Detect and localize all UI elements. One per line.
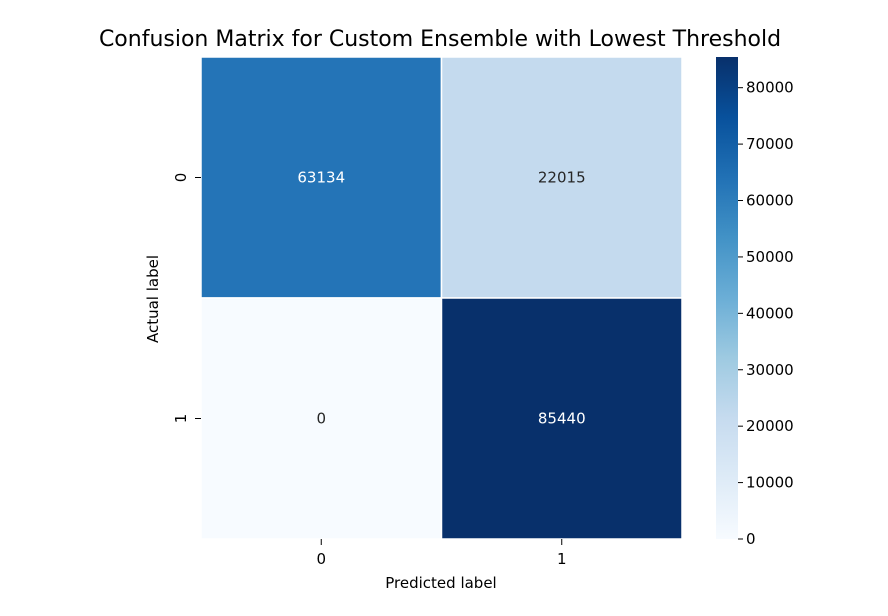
x-axis-label: Predicted label — [385, 574, 496, 592]
colorbar-tick-label-40000: 40000 — [746, 304, 794, 322]
x-tick-label-1: 1 — [557, 550, 567, 568]
colorbar-tick-label-30000: 30000 — [746, 361, 794, 379]
colorbar-tick-label-70000: 70000 — [746, 135, 794, 153]
colorbar-tick-label-60000: 60000 — [746, 192, 794, 210]
cell-value-label-1-0: 0 — [316, 410, 326, 428]
y-axis-ticks: 01 — [172, 173, 201, 424]
heatmap-cell-1-0 — [200, 297, 443, 540]
colorbar-tick-label-20000: 20000 — [746, 417, 794, 435]
cell-value-label-0-1: 22015 — [538, 169, 586, 187]
chart-title: Confusion Matrix for Custom Ensemble wit… — [99, 27, 781, 52]
y-tick-label-1: 1 — [172, 414, 190, 424]
heatmap-cell-0-0 — [200, 56, 443, 299]
y-axis-label: Actual label — [144, 255, 162, 343]
y-tick-label-0: 0 — [172, 173, 190, 183]
x-tick-label-0: 0 — [316, 550, 326, 568]
heatmap-cells: 63134 22015 0 85440 — [200, 56, 683, 540]
cell-value-label-0-0: 63134 — [297, 169, 345, 187]
colorbar-tick-label-80000: 80000 — [746, 79, 794, 97]
heatmap-cell-0-1 — [440, 56, 683, 299]
colorbar-tick-label-10000: 10000 — [746, 474, 794, 492]
heatmap-cell-1-1 — [440, 297, 683, 540]
colorbar — [716, 57, 738, 539]
colorbar-tick-label-0: 0 — [746, 530, 756, 548]
colorbar-tick-label-50000: 50000 — [746, 248, 794, 266]
colorbar-ticks: 0 10000 20000 30000 40000 50000 60000 70000 8000… — [738, 79, 794, 548]
cell-value-label-1-1: 85440 — [538, 410, 586, 428]
